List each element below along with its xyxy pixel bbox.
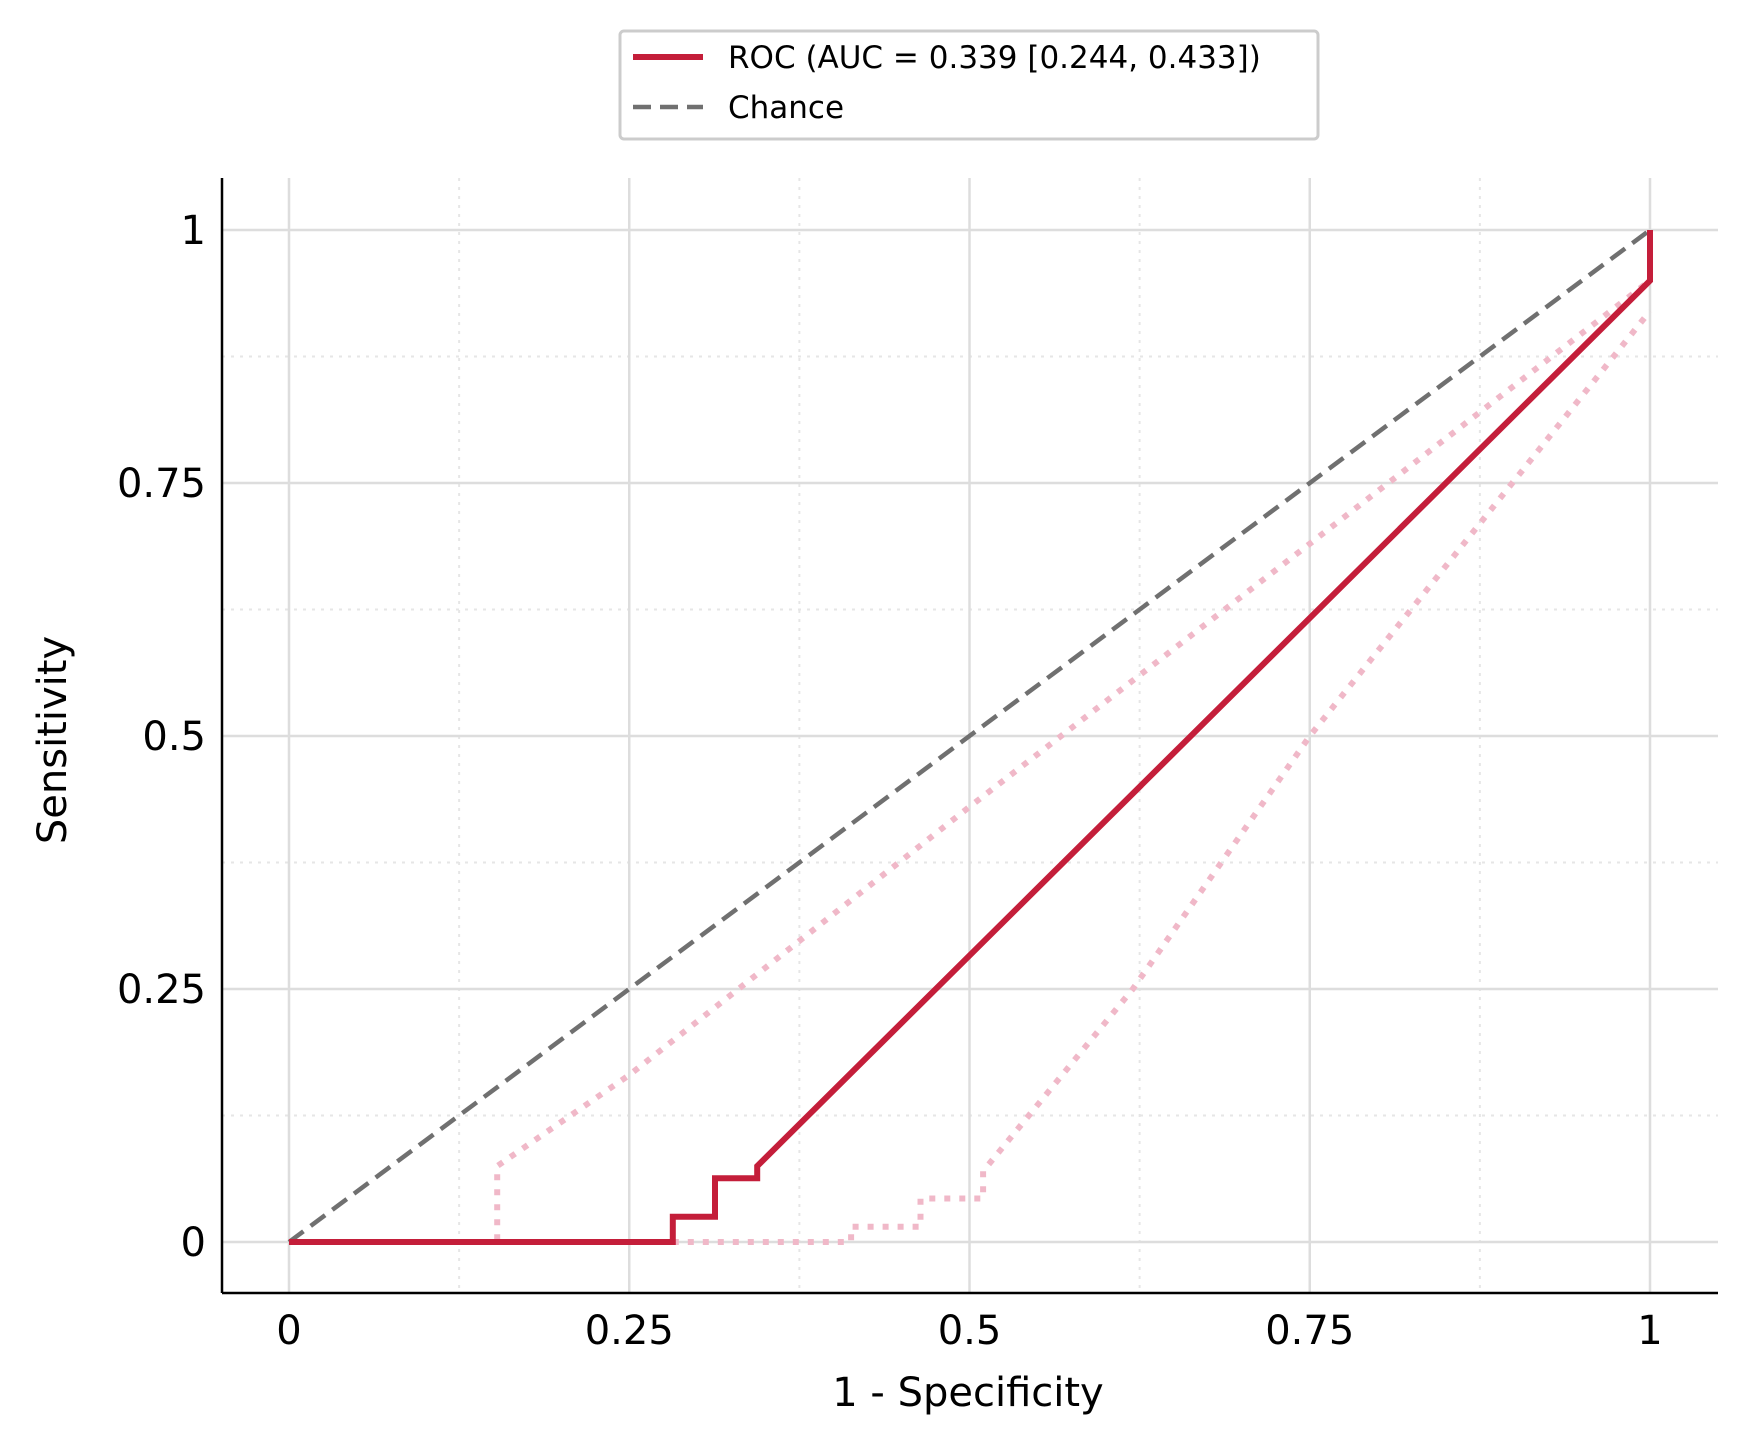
x-tick-label: 0.75 [1265,1308,1354,1354]
confidence-bands [289,278,1653,1245]
ci-upper-line [289,278,1652,1245]
x-axis-label: 1 - Specificity [832,1370,1103,1416]
legend-chance-label: Chance [728,90,844,126]
y-axis-label: Sensitivity [30,636,76,844]
x-tick-label: 0.5 [938,1308,1002,1354]
y-tick-label: 0.5 [142,714,206,760]
axes [220,178,1718,1295]
ci-lower-line [672,309,1653,1245]
tick-labels: 0 0.25 0.5 0.75 1 0 0.25 0.5 0.75 1 [117,208,1663,1354]
legend: ROC (AUC = 0.339 [0.244, 0.433]) Chance [618,29,1320,141]
series-lines [287,228,1653,1245]
x-tick-label: 0.25 [585,1308,674,1354]
x-tick-label: 1 [1637,1308,1662,1354]
y-tick-label: 0.75 [117,461,206,507]
y-tick-label: 0.25 [117,967,206,1013]
legend-frame [618,29,1320,141]
x-tick-label: 0 [276,1308,301,1354]
chance-line [287,228,1652,1244]
legend-roc-label: ROC (AUC = 0.339 [0.244, 0.433]) [728,40,1261,76]
y-tick-label: 0 [181,1220,206,1266]
y-tick-label: 1 [181,208,206,254]
roc-line [289,230,1653,1245]
